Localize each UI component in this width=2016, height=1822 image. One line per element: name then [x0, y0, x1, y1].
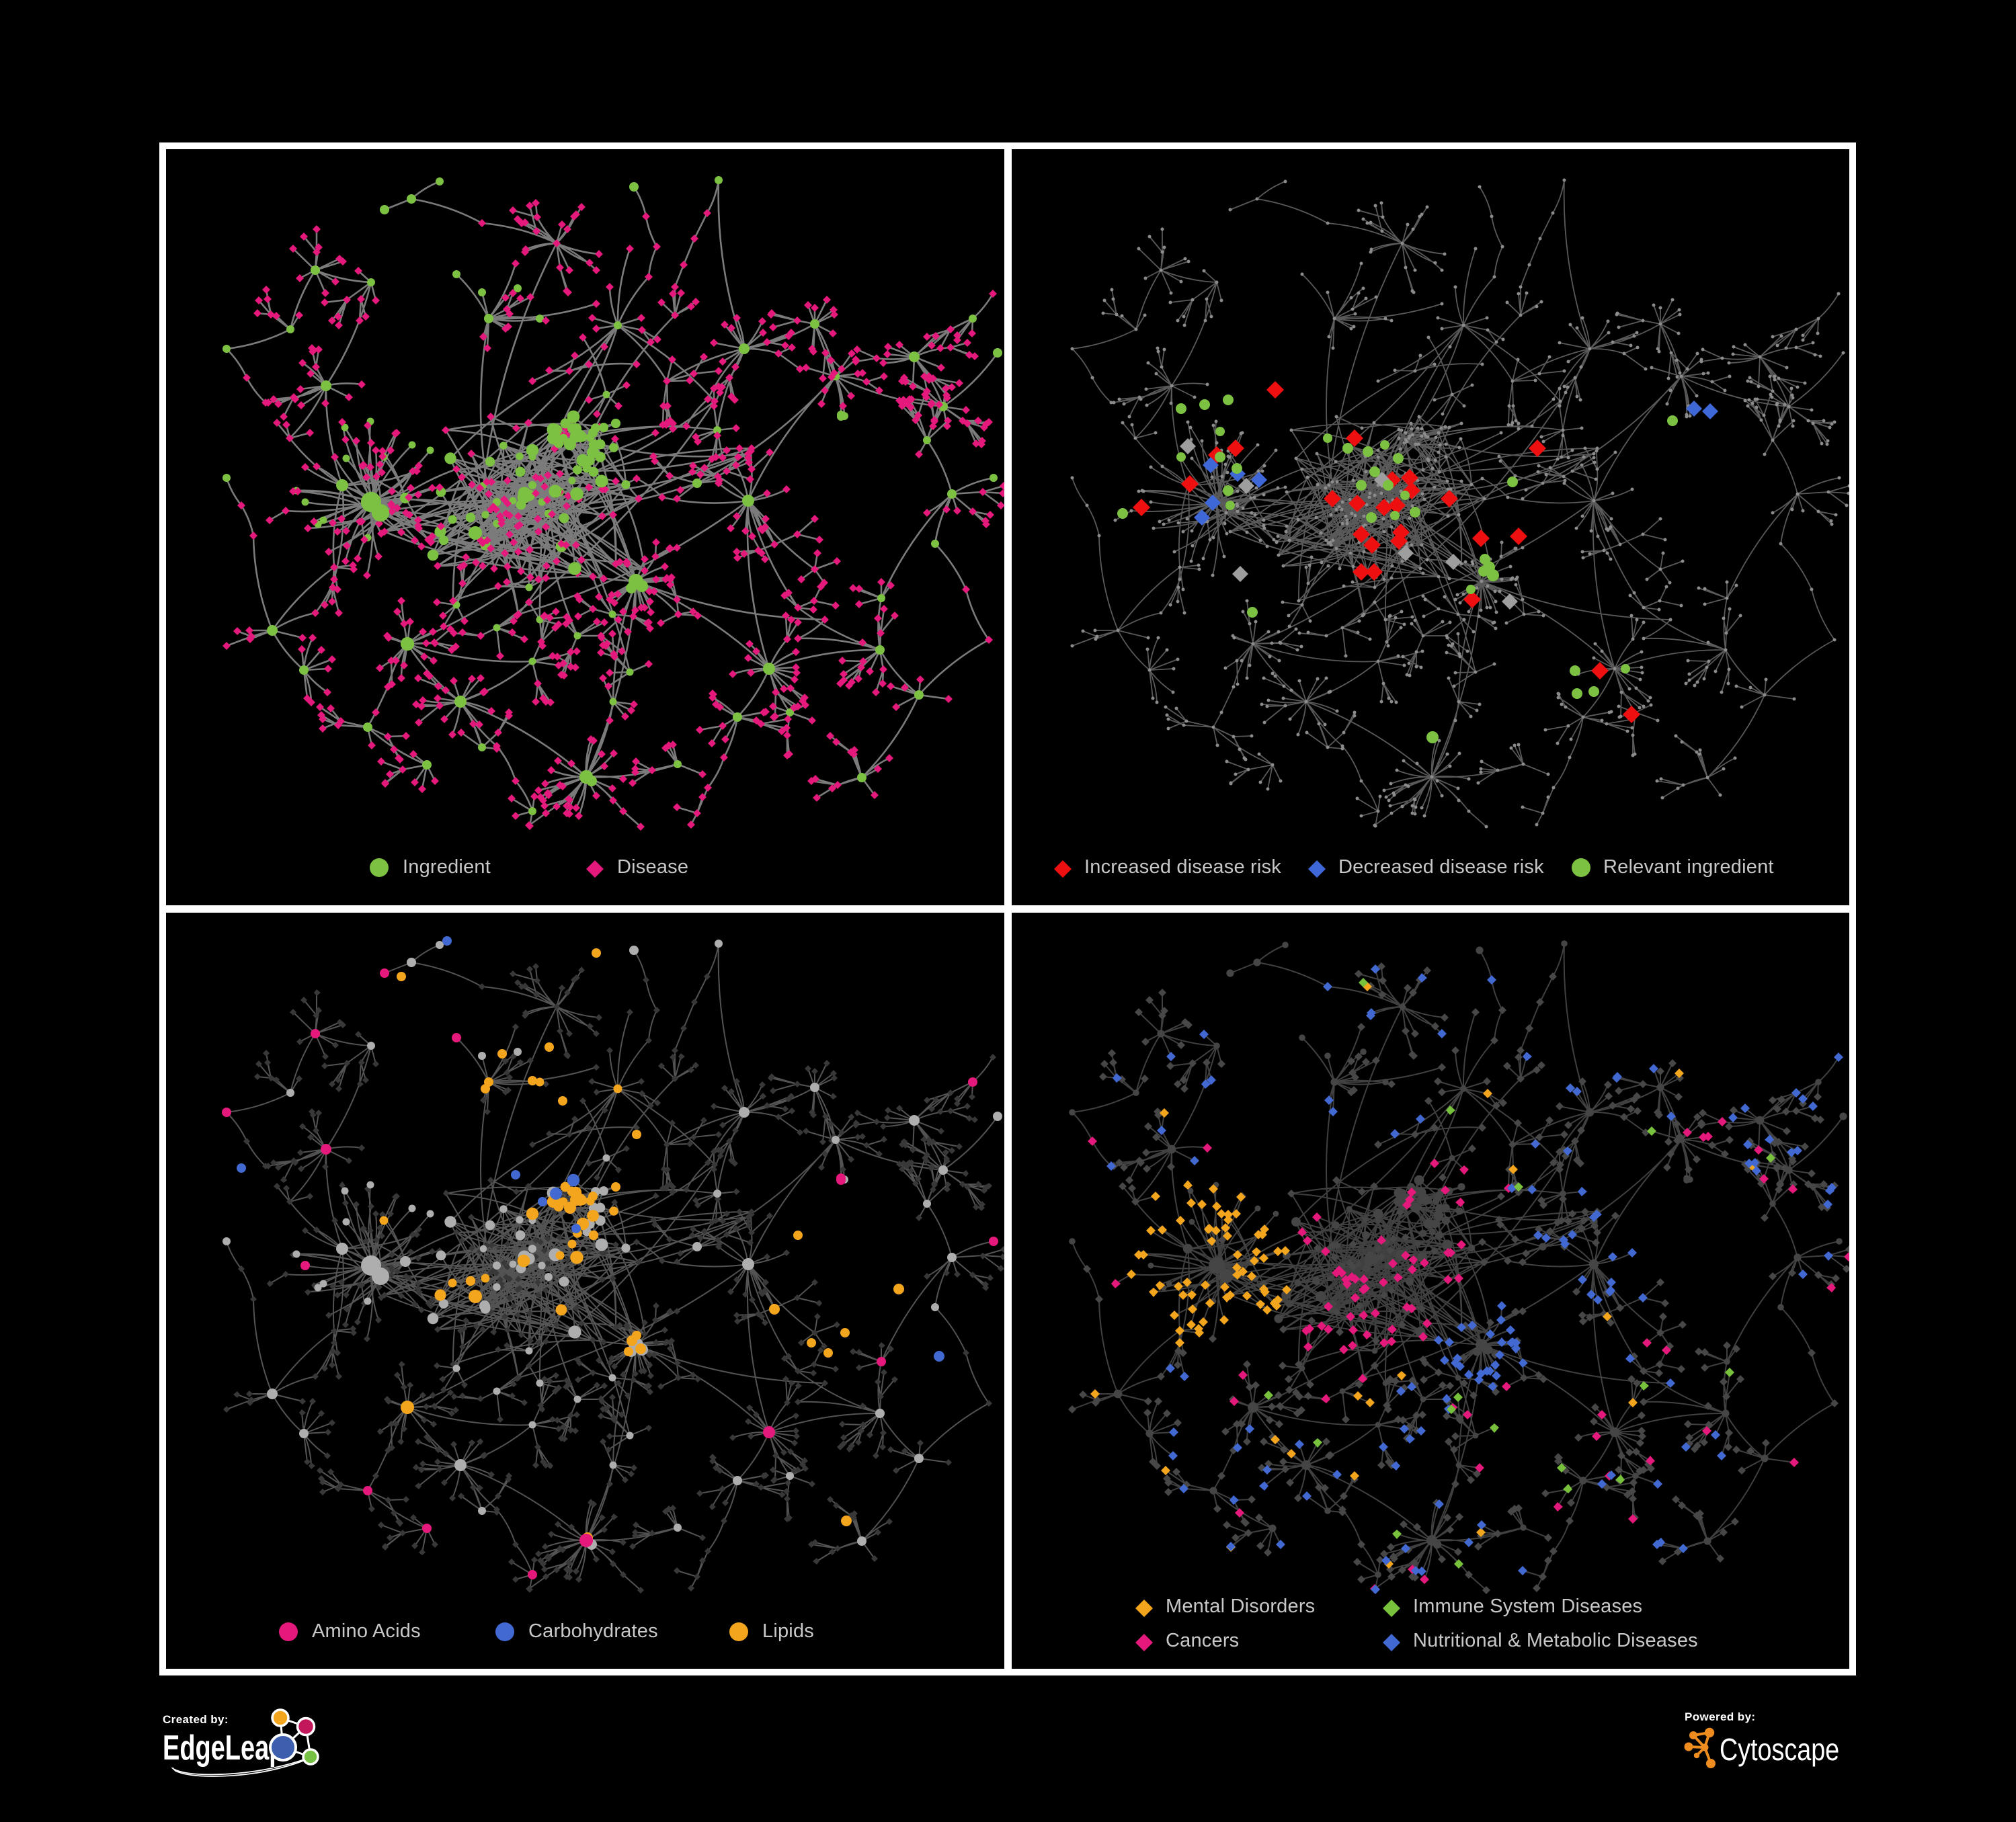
- svg-text:Created by:: Created by:: [163, 1713, 229, 1726]
- svg-text:Powered by:: Powered by:: [1685, 1710, 1755, 1723]
- svg-text:Cytoscape: Cytoscape: [1720, 1732, 1839, 1766]
- svg-text:EdgeLeap: EdgeLeap: [163, 1728, 284, 1767]
